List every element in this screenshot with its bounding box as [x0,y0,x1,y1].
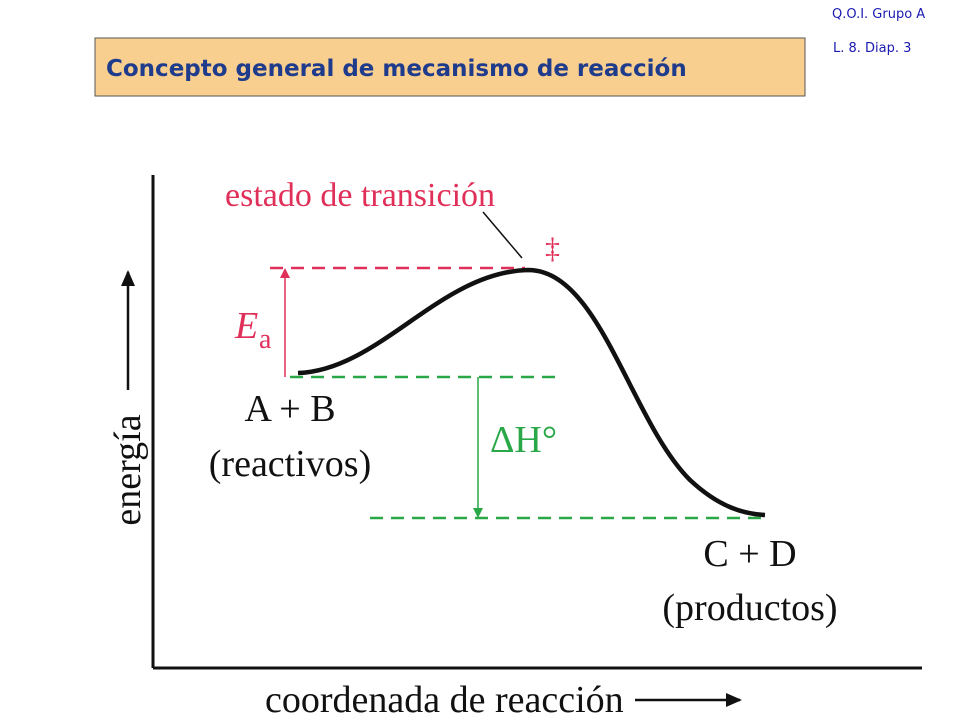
x-axis-title: coordenada de reacción [265,679,624,720]
course-label: Q.O.I. Grupo A [832,7,925,22]
products-formula: C + D [703,533,796,575]
reactants-label: (reactivos) [209,443,371,485]
products-label: (productos) [662,587,837,629]
transition-symbol: ‡ [545,232,560,265]
title-box [94,37,806,97]
y-axis-title: energía [107,414,149,525]
reactants-formula: A + B [244,388,335,430]
transition-label: estado de transición [225,177,495,214]
slide-label: L. 8. Diap. 3 [833,41,911,56]
ea-symbol: E [234,305,258,347]
pointer-line [482,211,523,259]
energy-curve [297,267,766,518]
slide-title: Concepto general de mecanismo de reacció… [106,56,687,82]
ea-subscript: a [259,324,272,355]
enthalpy-label: ΔH° [490,419,557,461]
